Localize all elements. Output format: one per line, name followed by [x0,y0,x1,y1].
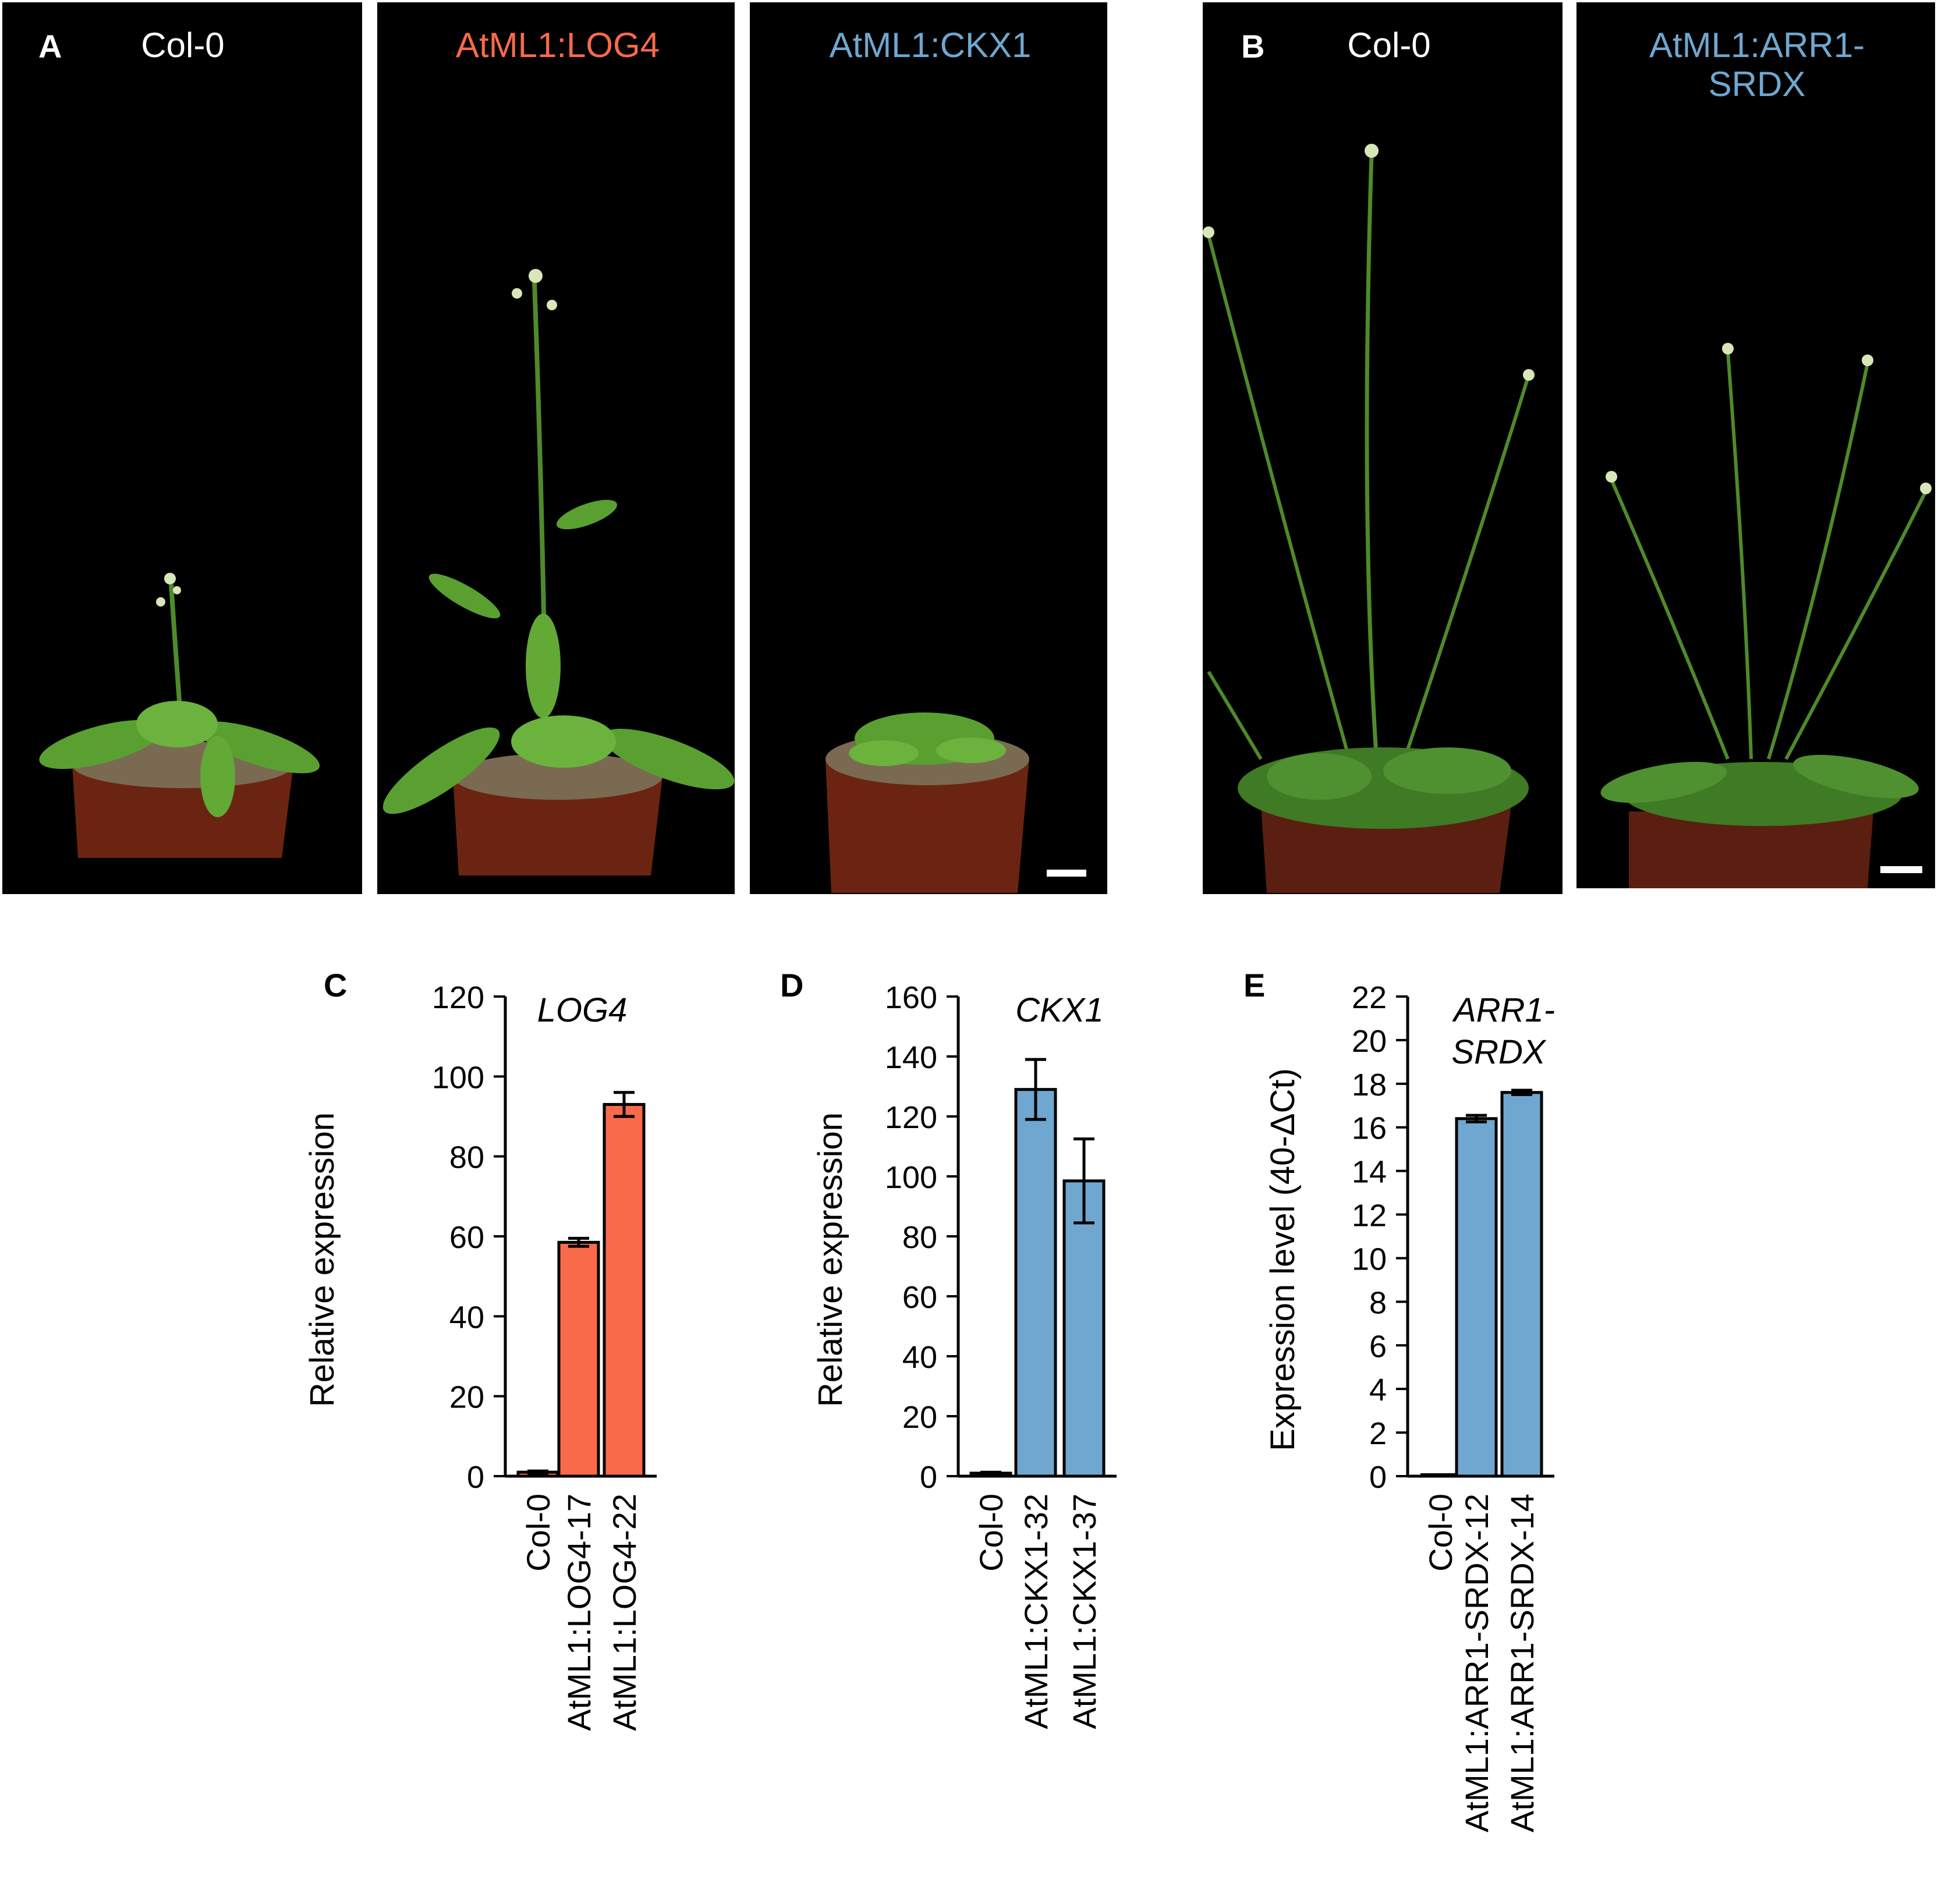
y-tick-label: 160 [885,980,937,1015]
plant-illustration [382,269,735,875]
y-tick-label: 20 [902,1400,937,1435]
x-tick-label: AtML1:LOG4-17 [561,1494,597,1731]
y-tick-label: 100 [432,1060,484,1095]
y-axis-label: Relative expression [303,1112,341,1407]
panel-label-b: B [1241,28,1265,65]
x-tick-label: AtML1:CKX1-32 [1018,1494,1054,1729]
y-axis-label: Relative expression [812,1112,849,1407]
y-tick-label: 80 [449,1140,484,1175]
y-tick-label: 60 [902,1280,937,1315]
y-tick-label: 0 [920,1460,937,1495]
bar [603,1102,646,1478]
y-tick-label: 8 [1369,1285,1387,1320]
y-tick-label: 14 [1352,1155,1387,1190]
photo-atml1-arr1-srdx: AtML1:ARR1- SRDX [1576,2,1935,888]
photo-title-col0-a: Col-0 [141,26,225,65]
bar [1062,1179,1106,1478]
photo-atml1-ckx1: AtML1:CKX1 [750,2,1107,894]
chart-e: E 0 2 4 6 8 10 12 14 16 18 20 22 Expression level (40… [1243,967,1555,1832]
y-tick-label: 0 [1369,1460,1387,1495]
plant-illustration [1203,144,1535,893]
bar [1014,1088,1057,1478]
bar [557,1240,600,1478]
x-tick-label: Col-0 [1422,1494,1459,1572]
scale-bar [1880,866,1922,873]
y-tick-label: 2 [1369,1416,1387,1451]
y-tick-label: 80 [902,1220,937,1255]
scale-bar [1047,870,1086,877]
y-tick-label: 20 [1352,1024,1387,1059]
x-tick-label: Col-0 [520,1494,557,1572]
y-tick-label: 100 [885,1160,937,1195]
photo-title-ckx1: AtML1:CKX1 [829,26,1032,65]
panel-label: C [324,967,347,1004]
photo-title-arr1-line1: AtML1:ARR1- [1649,26,1865,65]
chart-title: SRDX [1451,1033,1546,1071]
y-tick-label: 16 [1352,1111,1387,1146]
panel-label: D [780,967,803,1004]
photo-title-arr1-line2: SRDX [1708,65,1806,104]
y-axis-label: Expression level (40-ΔCt) [1264,1068,1302,1451]
photo-atml1-log4: AtML1:LOG4 [377,2,735,894]
x-tick-label: AtML1:ARR1-SRDX-12 [1458,1494,1495,1832]
y-tick-label: 22 [1352,980,1387,1015]
panel-label-a: A [38,28,62,65]
y-tick-label: 0 [467,1460,484,1495]
photo-title-arr1-srdx: AtML1:ARR1- SRDX [1600,26,1914,104]
chart-title: ARR1- [1452,991,1555,1029]
y-tick-label: 120 [432,980,484,1015]
x-tick-label: AtML1:CKX1-37 [1066,1494,1103,1729]
y-tick-label: 18 [1352,1068,1387,1102]
chart-title: CKX1 [1015,991,1104,1029]
panel-label: E [1243,967,1265,1004]
photo-col0-a: A Col-0 [2,2,362,894]
y-tick-label: 10 [1352,1242,1387,1277]
plant-illustration [39,573,320,858]
x-tick-label: AtML1:LOG4-22 [606,1494,643,1731]
plant-illustration [1600,343,1932,888]
chart-c: C 0 20 40 60 80 100 120 Relative expression LOG4 C… [303,967,657,1731]
photo-col0-b: B Col-0 [1203,2,1563,894]
y-tick-label: 40 [902,1340,937,1375]
bar [1455,1117,1498,1478]
x-tick-label: AtML1:ARR1-SRDX-14 [1504,1494,1540,1832]
y-tick-label: 120 [885,1100,937,1135]
y-tick-label: 60 [449,1220,484,1255]
y-tick-label: 12 [1352,1199,1387,1233]
plant-illustration [825,712,1029,893]
chart-title: LOG4 [537,991,628,1029]
y-tick-label: 4 [1369,1373,1387,1407]
y-tick-label: 140 [885,1040,937,1075]
bar [1500,1091,1543,1478]
chart-d: D 0 20 40 60 80 100 120 140 160 Relative expressio… [780,967,1117,1729]
y-tick-label: 20 [449,1380,484,1415]
photo-title-log4: AtML1:LOG4 [455,26,660,65]
y-tick-label: 40 [449,1300,484,1335]
photo-title-col0-b: Col-0 [1347,26,1431,65]
y-tick-label: 6 [1369,1329,1387,1364]
x-tick-label: Col-0 [973,1494,1009,1572]
